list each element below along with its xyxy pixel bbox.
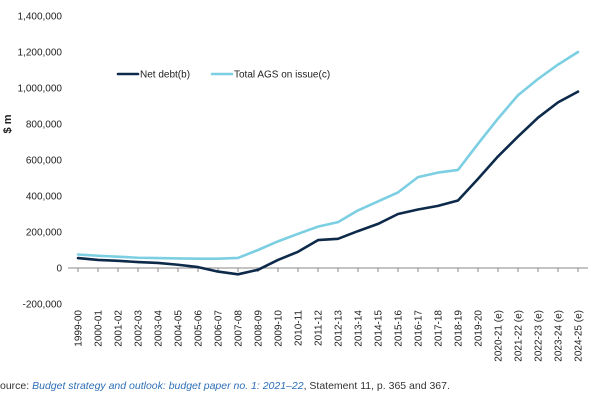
x-tick-label: 2000-01: [94, 310, 105, 347]
x-tick-label: 2019-20: [474, 310, 485, 347]
x-tick-label: 2020-21 (e): [494, 310, 505, 362]
y-tick-label: 0: [56, 264, 62, 275]
x-tick-label: 2008-09: [254, 310, 265, 347]
x-tick-label: 2011-12: [314, 310, 325, 346]
x-tick-label: 2002-03: [134, 310, 145, 347]
legend-label-total-ags: Total AGS on issue(c): [234, 70, 330, 81]
x-tick-label: 2005-06: [194, 310, 205, 347]
x-tick-label: 2015-16: [394, 310, 405, 347]
x-tick-label: 2004-05: [174, 310, 185, 347]
x-tick-label: 2006-07: [214, 310, 225, 347]
x-tick-label: 2013-14: [354, 310, 365, 347]
line-chart: -200,000 0 200,000 400,000 600,000 800,000 1,0…: [2, 12, 588, 362]
source-note: ource: Budget strategy and outlook: budg…: [0, 380, 602, 398]
x-tick-label: 2021-22 (e): [514, 310, 525, 362]
x-tick-label: 2023-24 (e): [554, 310, 565, 362]
series-line-total-ags: [76, 50, 580, 260]
x-tick-label: 2007-08: [234, 310, 245, 347]
y-tick-label: -200,000: [23, 300, 63, 311]
x-tick-label: 2017-18: [434, 310, 445, 347]
chart-canvas: -200,000 0 200,000 400,000 600,000 800,000 1,0…: [2, 12, 588, 362]
x-tick-label: 2014-15: [374, 310, 385, 347]
x-tick-label: 2016-17: [414, 310, 425, 347]
y-tick-label: 1,200,000: [18, 48, 63, 59]
source-suffix: , Statement 11, p. 365 and 367.: [303, 380, 450, 392]
series-line-net-debt: [76, 90, 580, 276]
x-tick-label: 2009-10: [274, 310, 285, 347]
source-prefix: ource:: [0, 380, 33, 392]
y-axis-title: $ m: [2, 114, 14, 133]
x-tick-label: 2003-04: [154, 310, 165, 347]
y-tick-label: 1,000,000: [18, 84, 63, 95]
x-tick-label: 2012-13: [334, 310, 345, 347]
x-tick-label: 2010-11: [294, 310, 305, 346]
source-title-link[interactable]: Budget strategy and outlook: budget pape…: [32, 380, 304, 392]
x-tick-label: 2022-23 (e): [534, 310, 545, 362]
y-tick-label: 400,000: [26, 192, 63, 203]
x-tick-label: 2001-02: [114, 310, 125, 347]
x-tick-label: 2024-25 (e): [574, 310, 585, 362]
y-tick-label: 200,000: [26, 228, 63, 239]
legend-label-net-debt: Net debt(b): [140, 70, 190, 81]
y-tick-label: 1,400,000: [18, 12, 63, 23]
x-tick-label: 1999-00: [74, 310, 85, 347]
x-tick-label: 2018-19: [454, 310, 465, 347]
y-tick-label: 800,000: [26, 120, 63, 131]
y-tick-label: 600,000: [26, 156, 63, 167]
